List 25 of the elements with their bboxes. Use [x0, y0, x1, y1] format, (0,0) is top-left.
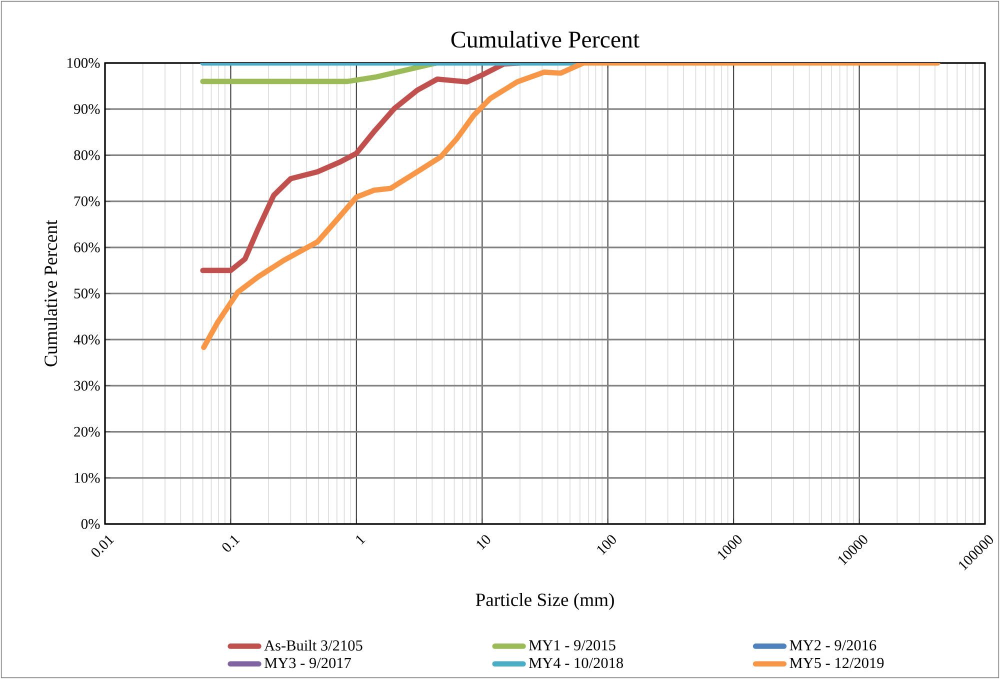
- y-tick-label: 40%: [74, 334, 100, 345]
- x-tick-label: 0.1: [222, 536, 240, 552]
- y-tick-label: 30%: [74, 380, 100, 391]
- legend-label: MY5 - 12/2019: [790, 658, 884, 668]
- x-tick-label: 1: [356, 535, 366, 545]
- legend-label: MY2 - 9/2016: [790, 640, 876, 650]
- y-axis-title: Cumulative Percent: [44, 220, 58, 366]
- y-tick-label: 60%: [74, 242, 100, 252]
- x-tick-label: 10: [476, 535, 490, 550]
- y-tick-label: 70%: [74, 196, 100, 206]
- legend-label: MY3 - 9/2017: [264, 658, 351, 668]
- legend-label: MY1 - 9/2015: [528, 640, 616, 650]
- x-tick-label: 100: [597, 535, 616, 555]
- x-axis-title: Particle Size (mm): [476, 592, 614, 610]
- legend-label: MY4 - 10/2018: [528, 658, 624, 668]
- legend-label: As-Built 3/2105: [264, 640, 362, 651]
- y-tick-label: 80%: [74, 150, 100, 160]
- y-tick-label: 100%: [68, 58, 100, 68]
- y-tick-label: 20%: [74, 426, 100, 437]
- y-tick-label: 50%: [74, 288, 100, 298]
- x-tick-label: 0.01: [91, 536, 114, 557]
- chart-title: Cumulative Percent: [451, 30, 640, 48]
- y-tick-label: 90%: [74, 104, 100, 114]
- y-tick-label: 0%: [81, 519, 100, 529]
- y-tick-label: 10%: [74, 472, 100, 483]
